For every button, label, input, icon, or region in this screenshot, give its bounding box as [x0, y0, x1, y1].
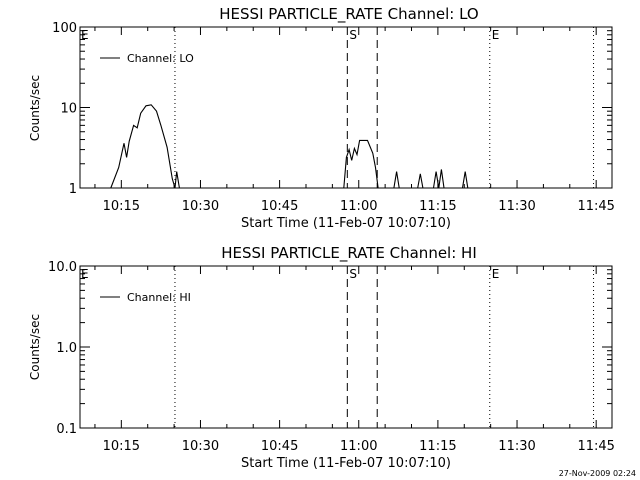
marker-label-s: S: [349, 267, 357, 281]
x-tick-label: 11:45: [577, 439, 614, 454]
corner-marker-label: E: [81, 267, 89, 281]
x-tick-label: 11:30: [498, 199, 535, 214]
x-tick-label: 10:15: [103, 439, 140, 454]
y-tick-label: 1: [69, 182, 77, 197]
x-tick-label: 10:30: [182, 439, 219, 454]
x-tick-label: 11:15: [419, 199, 456, 214]
y-axis-label: Counts/sec: [28, 75, 42, 141]
x-tick-label: 11:00: [340, 199, 377, 214]
x-tick-label: 11:30: [498, 439, 535, 454]
corner-marker-label: E: [81, 28, 89, 42]
x-tick-label: 11:00: [340, 439, 377, 454]
chart-title: HESSI PARTICLE_RATE Channel: LO: [219, 5, 478, 24]
legend-label: Channel: LO: [127, 52, 194, 65]
marker-label-e: E: [492, 28, 500, 42]
x-axis-label: Start Time (11-Feb-07 10:07:10): [241, 216, 451, 231]
x-tick-label: 10:45: [261, 199, 298, 214]
x-axis-label: Start Time (11-Feb-07 10:07:10): [241, 456, 451, 471]
marker-label-e: E: [492, 267, 500, 281]
y-tick-label: 0.1: [56, 422, 77, 437]
lo-channel-panel: HESSI PARTICLE_RATE Channel: LO 1 10 100 10…: [28, 5, 615, 231]
y-tick-label: 100: [52, 21, 77, 36]
generation-timestamp: 27-Nov-2009 02:24: [559, 469, 636, 478]
x-tick-label: 11:45: [577, 199, 614, 214]
x-tick-label: 10:15: [103, 199, 140, 214]
legend-label: Channel: HI: [127, 291, 191, 304]
y-tick-label: 10: [60, 102, 77, 117]
hi-channel-panel: HESSI PARTICLE_RATE Channel: HI 0.1 1.0 10…: [28, 244, 615, 471]
x-tick-label: 11:15: [419, 439, 456, 454]
chart-title: HESSI PARTICLE_RATE Channel: HI: [221, 244, 477, 263]
x-tick-label: 10:45: [261, 439, 298, 454]
y-axis-label: Counts/sec: [28, 314, 42, 380]
marker-label-s: S: [349, 28, 357, 42]
y-tick-label: 10.0: [48, 260, 77, 275]
series-line: [110, 104, 469, 189]
x-tick-label: 10:30: [182, 199, 219, 214]
y-tick-label: 1.0: [56, 341, 77, 356]
